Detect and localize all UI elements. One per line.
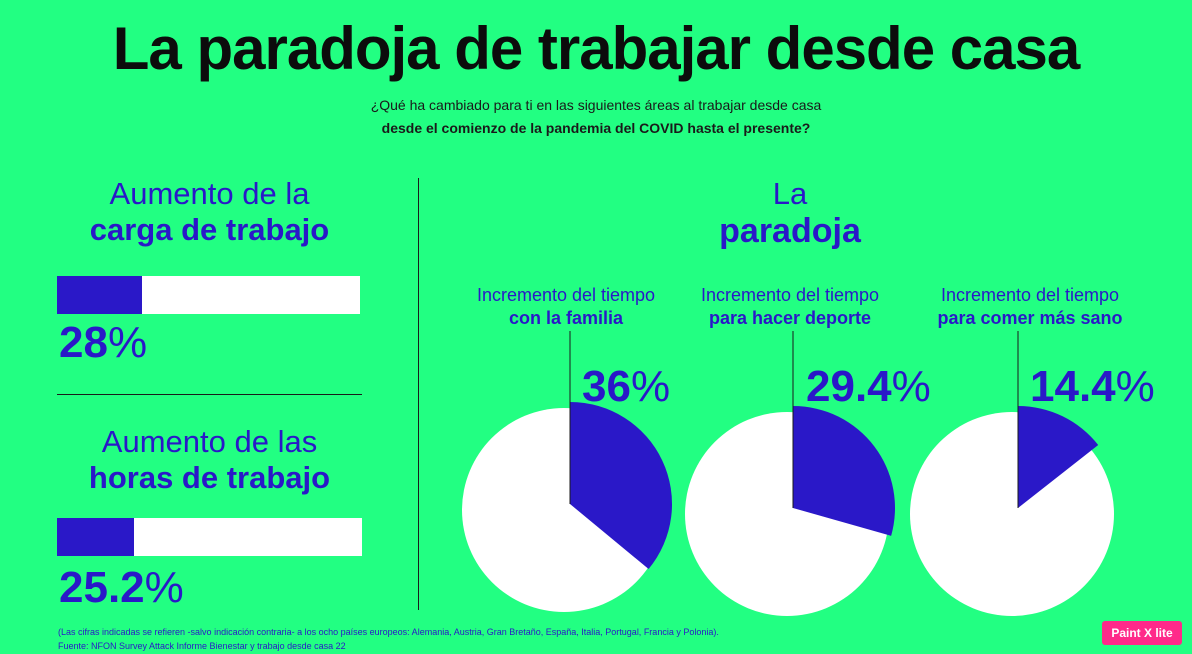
paradox-heading-bold: paradoja xyxy=(719,212,861,250)
pie-food-label-bold: para comer más sano xyxy=(937,308,1123,328)
footnote-scope: (Las cifras indicadas se refieren -salvo… xyxy=(58,627,719,637)
footnote-source: Fuente: NFON Survey Attack Informe Biene… xyxy=(58,641,346,651)
pie-sport-slice xyxy=(793,406,896,536)
workload-bar-fill xyxy=(57,276,142,314)
hours-bar-fill xyxy=(57,518,134,556)
subtitle-period: desde el comienzo de la pandemia del COV… xyxy=(381,120,811,136)
pie-sport-percent-sign: % xyxy=(891,362,931,411)
pie-food-percent: 14.4% xyxy=(1030,362,1155,412)
hours-bar xyxy=(57,518,362,556)
hours-percent: 25.2% xyxy=(59,563,184,613)
pie-sport-percent: 29.4% xyxy=(806,362,931,412)
pie-food-percent-value: 14.4 xyxy=(1030,362,1116,411)
pie-sport-percent-value: 29.4 xyxy=(806,362,892,411)
page-title: La paradoja de trabajar desde casa xyxy=(112,15,1080,82)
workload-percent-sign: % xyxy=(107,318,148,367)
workload-percent: 28% xyxy=(59,318,147,368)
hours-percent-value: 25.2 xyxy=(59,563,145,612)
pie-food-slice xyxy=(1018,406,1099,508)
paradox-heading-light: La xyxy=(772,176,808,211)
pie-family-slice xyxy=(570,402,672,570)
pie-sport-label-light: Incremento del tiempo xyxy=(700,285,880,305)
subtitle-question: ¿Qué ha cambiado para ti en las siguient… xyxy=(370,97,822,113)
workload-heading-light: Aumento de la xyxy=(109,176,310,211)
pie-family-percent-sign: % xyxy=(630,362,671,411)
pie-family-label-light: Incremento del tiempo xyxy=(476,285,656,305)
pie-food-percent-sign: % xyxy=(1115,362,1155,411)
pie-sport-label-bold: para hacer deporte xyxy=(708,308,872,328)
pie-food-label-light: Incremento del tiempo xyxy=(940,285,1120,305)
workload-bar xyxy=(57,276,360,314)
left-divider xyxy=(57,394,362,395)
column-divider xyxy=(418,178,419,610)
pie-family-percent: 36% xyxy=(582,362,670,412)
workload-percent-value: 28 xyxy=(59,318,108,367)
hours-percent-sign: % xyxy=(144,563,184,612)
pie-family-percent-value: 36 xyxy=(582,362,631,411)
paint-x-lite-badge[interactable]: Paint X lite xyxy=(1102,621,1182,645)
hours-heading-bold: horas de trabajo xyxy=(88,460,331,495)
pie-family-label-bold: con la familia xyxy=(508,308,624,328)
workload-heading-bold: carga de trabajo xyxy=(89,212,330,247)
hours-heading-light: Aumento de las xyxy=(101,424,318,459)
